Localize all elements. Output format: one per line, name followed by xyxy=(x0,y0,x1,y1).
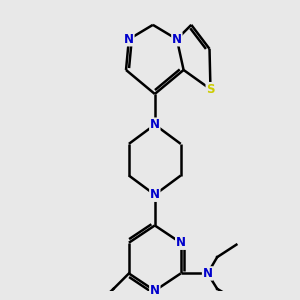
Text: N: N xyxy=(150,284,160,297)
Text: N: N xyxy=(150,188,160,201)
Text: N: N xyxy=(176,236,186,249)
Text: N: N xyxy=(202,267,213,280)
Text: N: N xyxy=(150,118,160,131)
Text: N: N xyxy=(124,33,134,46)
Text: S: S xyxy=(206,83,215,96)
Text: N: N xyxy=(172,33,182,46)
